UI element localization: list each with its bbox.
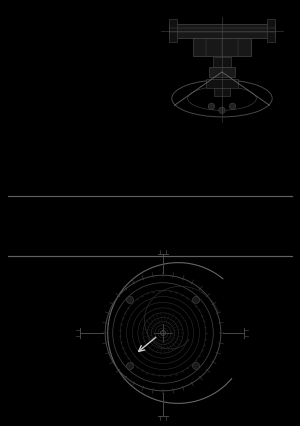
Bar bbox=[193, 37, 251, 56]
Circle shape bbox=[193, 296, 200, 303]
Bar bbox=[214, 88, 230, 96]
Circle shape bbox=[160, 331, 166, 336]
Circle shape bbox=[230, 103, 236, 109]
Bar bbox=[206, 79, 238, 88]
Bar bbox=[267, 19, 275, 42]
Bar bbox=[169, 24, 275, 37]
Circle shape bbox=[126, 363, 134, 370]
Bar bbox=[169, 19, 177, 42]
Circle shape bbox=[208, 103, 214, 109]
Bar bbox=[213, 58, 231, 67]
Circle shape bbox=[219, 107, 225, 113]
Bar bbox=[209, 67, 235, 77]
Circle shape bbox=[126, 296, 134, 303]
Circle shape bbox=[193, 363, 200, 370]
